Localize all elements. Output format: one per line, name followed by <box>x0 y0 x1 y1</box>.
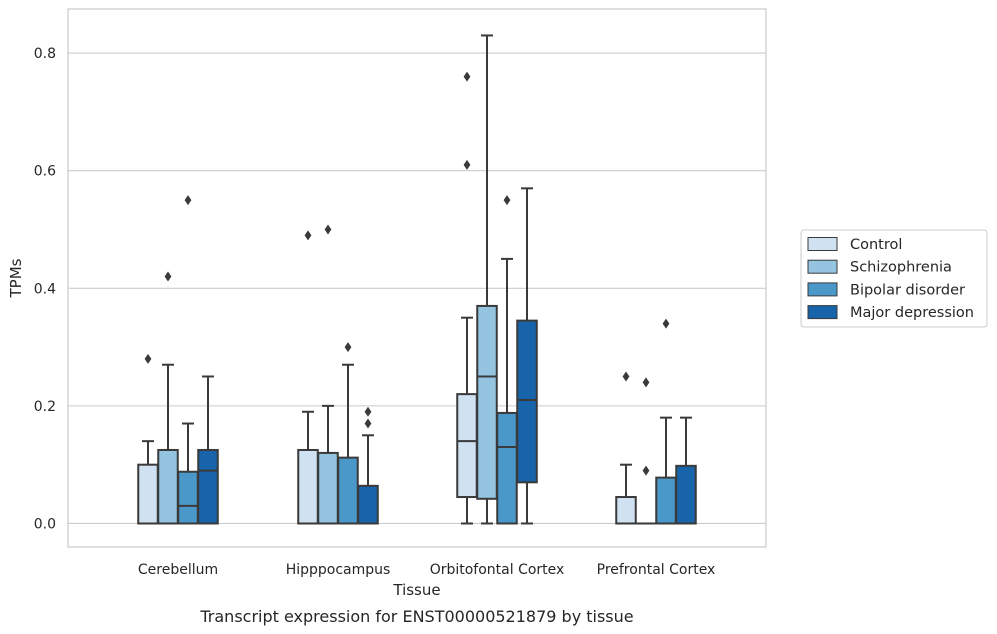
legend-swatch <box>807 237 838 251</box>
outlier-point <box>642 465 650 476</box>
y-tick-labels: 0.0 0.2 0.4 0.6 0.8 <box>34 46 56 532</box>
x-tick-label: Cerebellum <box>138 562 218 578</box>
plot-frame <box>67 8 767 548</box>
box-bipolar-disorder <box>337 342 359 525</box>
legend-swatch <box>807 282 838 297</box>
legend-label: Bipolar disorder <box>850 282 965 298</box>
box-schizophrenia <box>476 34 498 525</box>
outlier-point <box>344 342 352 353</box>
legend-label: Major depression <box>850 305 974 321</box>
box-iqr <box>297 448 319 525</box>
legend-label: Control <box>850 237 902 253</box>
box-control <box>297 230 319 525</box>
box-control <box>137 353 159 525</box>
box-schizophrenia <box>157 271 179 525</box>
box-iqr <box>177 470 199 525</box>
outlier-point <box>642 377 650 388</box>
legend-frame <box>800 229 988 328</box>
y-tick-label: 0.2 <box>34 399 56 415</box>
box-bipolar-disorder <box>496 195 518 525</box>
box-iqr <box>615 496 637 525</box>
box-major-depression <box>675 416 697 525</box>
box-major-depression <box>197 375 219 525</box>
box-bipolar-disorder <box>177 195 199 525</box>
x-tick-label: Prefrontal Cortex <box>597 562 716 578</box>
outlier-point <box>463 159 471 170</box>
box-schizophrenia <box>635 377 657 525</box>
y-tick-label: 0.8 <box>34 46 56 62</box>
x-axis-label: Tissue <box>392 581 440 599</box>
box-iqr <box>317 451 339 525</box>
box-iqr <box>516 319 538 484</box>
outlier-point <box>324 224 332 235</box>
outlier-point <box>364 418 372 429</box>
box-major-depression <box>357 406 379 525</box>
outlier-point <box>622 371 630 382</box>
box-iqr <box>655 476 677 525</box>
box-iqr <box>496 411 518 525</box>
box-iqr <box>337 456 359 525</box>
legend: Control Schizophrenia Bipolar disorder Majo… <box>800 229 988 328</box>
legend-swatch <box>807 259 838 274</box>
box-iqr <box>456 393 478 499</box>
outlier-point <box>364 406 372 417</box>
box-iqr <box>476 304 498 500</box>
y-axis-label: TPMs <box>7 258 25 298</box>
box-iqr <box>675 464 697 525</box>
y-tick-label: 0.0 <box>34 516 56 532</box>
x-tick-label: Hipppocampus <box>286 562 391 578</box>
legend-swatch <box>807 305 838 320</box>
box-control <box>456 71 478 525</box>
outlier-point <box>304 230 312 241</box>
outlier-point <box>144 353 152 364</box>
legend-label: Schizophrenia <box>850 260 952 276</box>
outlier-point <box>463 71 471 82</box>
outlier-point <box>184 195 192 206</box>
outlier-point <box>164 271 172 282</box>
boxes <box>137 34 697 525</box>
chart-caption: Transcript expression for ENST0000052187… <box>199 607 633 626</box>
box-schizophrenia <box>317 224 339 525</box>
box-major-depression <box>516 187 538 525</box>
y-tick-label: 0.4 <box>34 281 56 297</box>
box-bipolar-disorder <box>655 318 677 525</box>
box-iqr <box>157 448 179 525</box>
y-tick-label: 0.6 <box>34 164 56 180</box>
x-tick-labels: Cerebellum Hipppocampus Orbitofontal Corte… <box>138 562 715 578</box>
box-iqr <box>137 463 159 525</box>
x-tick-label: Orbitofontal Cortex <box>430 562 565 578</box>
outlier-point <box>662 318 670 329</box>
box-iqr <box>357 484 379 525</box>
box-control <box>615 371 637 525</box>
outlier-point <box>503 195 511 206</box>
box-iqr <box>197 448 219 525</box>
